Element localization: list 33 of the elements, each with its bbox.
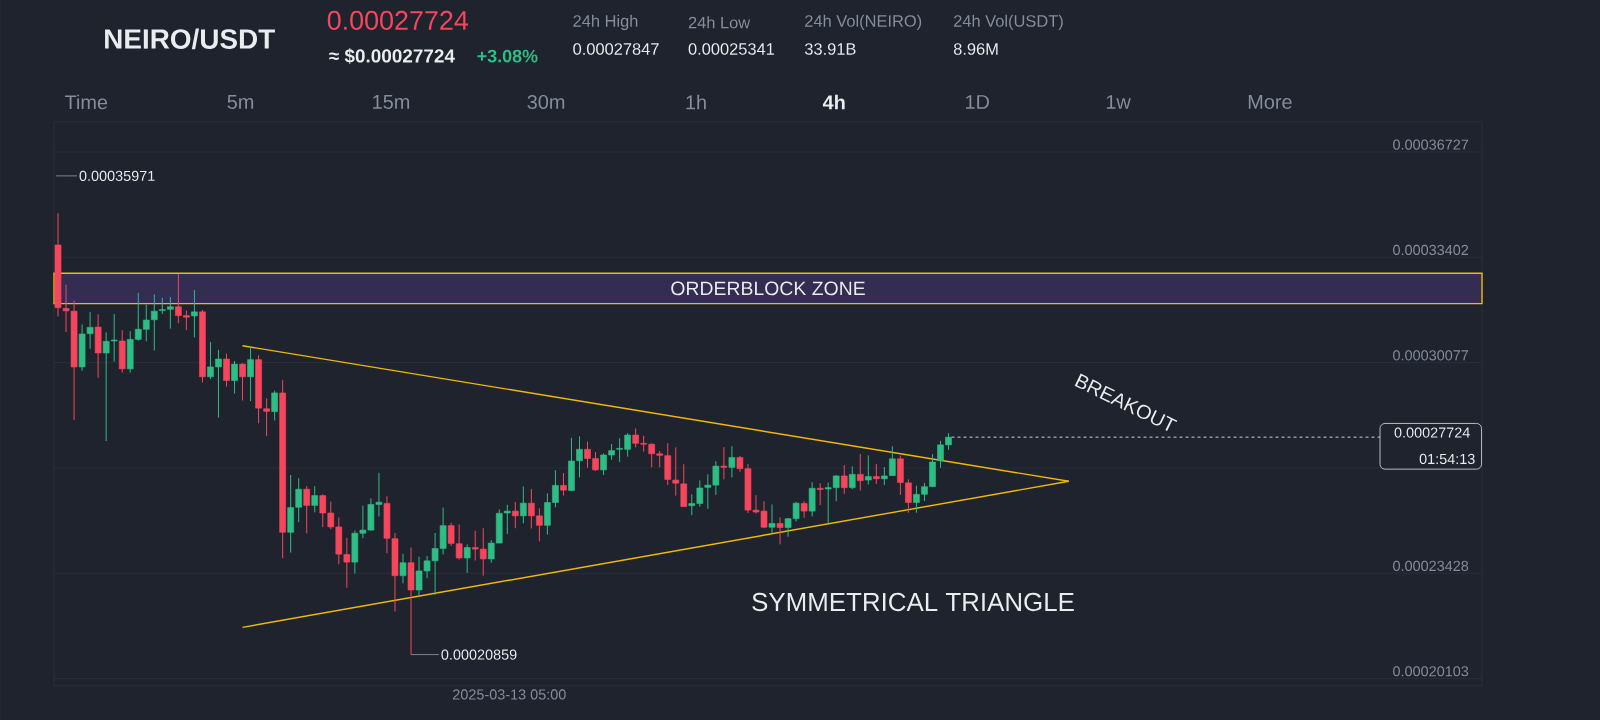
text: 2025-03-13 05:00 [453, 689, 566, 700]
text: 0.00027847 [573, 43, 659, 55]
annotation: SYMMETRICAL TRIANGLE [752, 592, 1074, 612]
text: 4h [822, 94, 845, 110]
text: 5m [227, 95, 254, 109]
y-tick-label: 0.00023428 [1393, 560, 1469, 572]
text: 30m [527, 94, 565, 110]
text: +3.08% [477, 49, 538, 63]
annotation: 01:54:13 [1419, 453, 1475, 465]
text: 15m [373, 95, 410, 109]
band-label: ORDERBLOCK ZONE [671, 281, 865, 296]
text: 24h Vol(USDT) [954, 14, 1063, 31]
y-tick-label: 0.00033402 [1393, 244, 1469, 256]
text: 24h Low [688, 16, 751, 29]
text: 1D [966, 95, 990, 109]
y-tick-label: 0.00036727 [1393, 139, 1469, 150]
text: 0.00025341 [688, 43, 775, 55]
text: More [1248, 95, 1292, 109]
text: 33.91B [804, 43, 856, 55]
text: 0.00027724 [327, 10, 469, 30]
text: ≈ $0.00027724 [329, 48, 455, 64]
text: 1h [686, 94, 706, 110]
ref-line-label: 0.00027724 [1394, 427, 1470, 438]
text: 1w [1106, 95, 1131, 109]
annotation: 0.00020859 [441, 649, 517, 660]
annotation: 0.00035971 [79, 170, 155, 181]
text: 8.96M [953, 43, 998, 55]
chart-title: NEIRO/USDT [105, 28, 275, 50]
text: 24h High [573, 14, 638, 31]
text: 24h Vol(NEIRO) [805, 14, 922, 31]
y-tick-label: 0.00030077 [1393, 350, 1469, 361]
y-tick-label: 0.00020103 [1393, 666, 1469, 677]
text: Time [64, 94, 108, 110]
